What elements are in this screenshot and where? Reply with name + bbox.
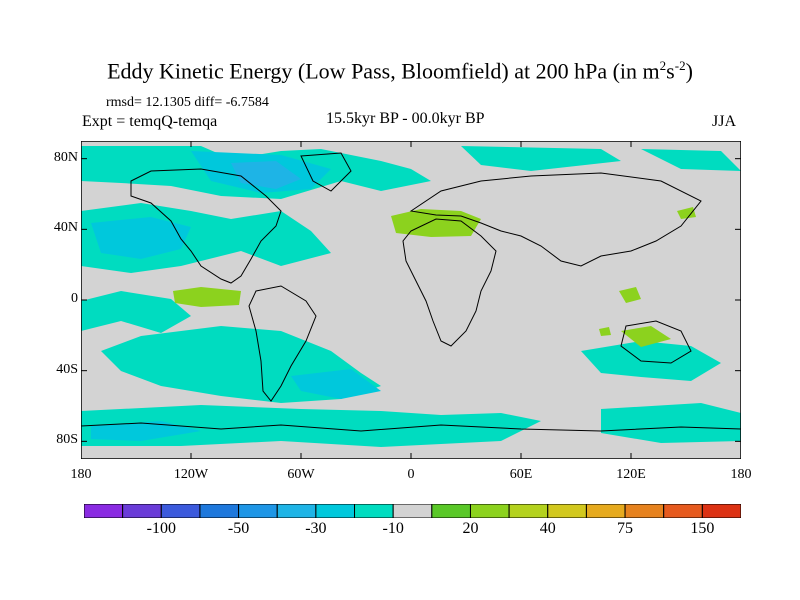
colorbar-box (431, 504, 471, 518)
colorbar-label: -100 (146, 520, 176, 537)
colorbar-box (315, 504, 356, 518)
colorbar-box (122, 504, 162, 518)
colorbar-box (701, 504, 741, 518)
x-tick-label: 60E (509, 467, 533, 482)
colorbar-box (276, 504, 317, 518)
anomaly-map (81, 141, 741, 459)
colorbar-box (84, 504, 124, 518)
colorbar-label: 75 (617, 520, 634, 537)
x-tick-label: 120E (616, 467, 646, 482)
colorbar-box (663, 504, 703, 518)
experiment-label: Expt = temqQ-temqa (82, 113, 218, 130)
colorbar-box (392, 504, 433, 518)
colorbar (84, 504, 741, 518)
x-tick-label: 180 (730, 467, 752, 482)
axis-ticks (81, 141, 741, 459)
colorbar-box (238, 504, 278, 518)
y-tick-label: 40S (56, 361, 78, 377)
y-tick-label: 80N (53, 149, 78, 165)
y-tick-label: 40N (53, 220, 78, 236)
colorbar-box (585, 504, 626, 518)
y-tick-label: 0 (71, 291, 78, 306)
x-tick-label: 60W (287, 467, 315, 482)
season-label: JJA (712, 113, 737, 130)
colorbar-label: -10 (382, 520, 404, 537)
y-tick-label: 80S (56, 432, 78, 448)
colorbar-box (160, 504, 201, 518)
colorbar-box (508, 504, 549, 518)
colorbar-box (354, 504, 394, 518)
x-tick-label: 180 (70, 467, 92, 482)
colorbar-label: -50 (227, 520, 250, 537)
stats-label: rmsd= 12.1305 diff= -6.7584 (106, 95, 269, 110)
colorbar-box (547, 504, 587, 518)
colorbar-label: -30 (305, 520, 327, 537)
chart-title: Eddy Kinetic Energy (Low Pass, Bloomfiel… (107, 58, 693, 84)
colorbar-box (199, 504, 240, 518)
colorbar-label: 20 (462, 520, 479, 537)
x-tick-label: 120W (173, 467, 209, 482)
colorbar-box (469, 504, 510, 518)
period-label: 15.5kyr BP - 00.0kyr BP (326, 110, 485, 127)
colorbar-label: 150 (690, 520, 715, 537)
colorbar-label: 40 (539, 520, 556, 537)
coastlines (81, 152, 741, 432)
colorbar-box (624, 504, 665, 518)
x-tick-label: 0 (407, 467, 415, 482)
